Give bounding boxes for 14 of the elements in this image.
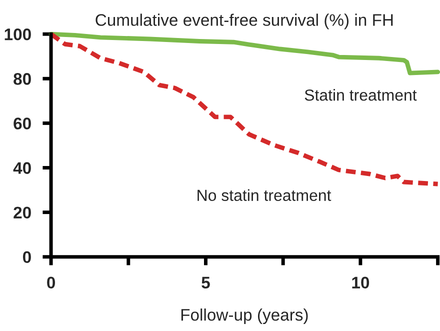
y-tick-label: 80 [14, 73, 31, 85]
y-tick-label: 100 [4, 28, 31, 40]
x-tick-label: 10 [352, 276, 370, 289]
y-tick-label: 0 [22, 251, 31, 264]
y-tick-label: 60 [14, 118, 31, 130]
x-tick-label: 0 [47, 276, 55, 289]
chart-title: Cumulative event-free survival (%) in FH [96, 14, 393, 30]
series-label: Statin treatment [304, 89, 417, 101]
x-axis-title: Follow-up (years) [181, 308, 308, 324]
y-tick-label: 40 [13, 162, 31, 174]
y-tick-label: 20 [14, 206, 31, 219]
series-label: No statin treatment [198, 189, 332, 201]
line-series [48, 32, 440, 76]
x-tick-label: 5 [202, 276, 210, 289]
